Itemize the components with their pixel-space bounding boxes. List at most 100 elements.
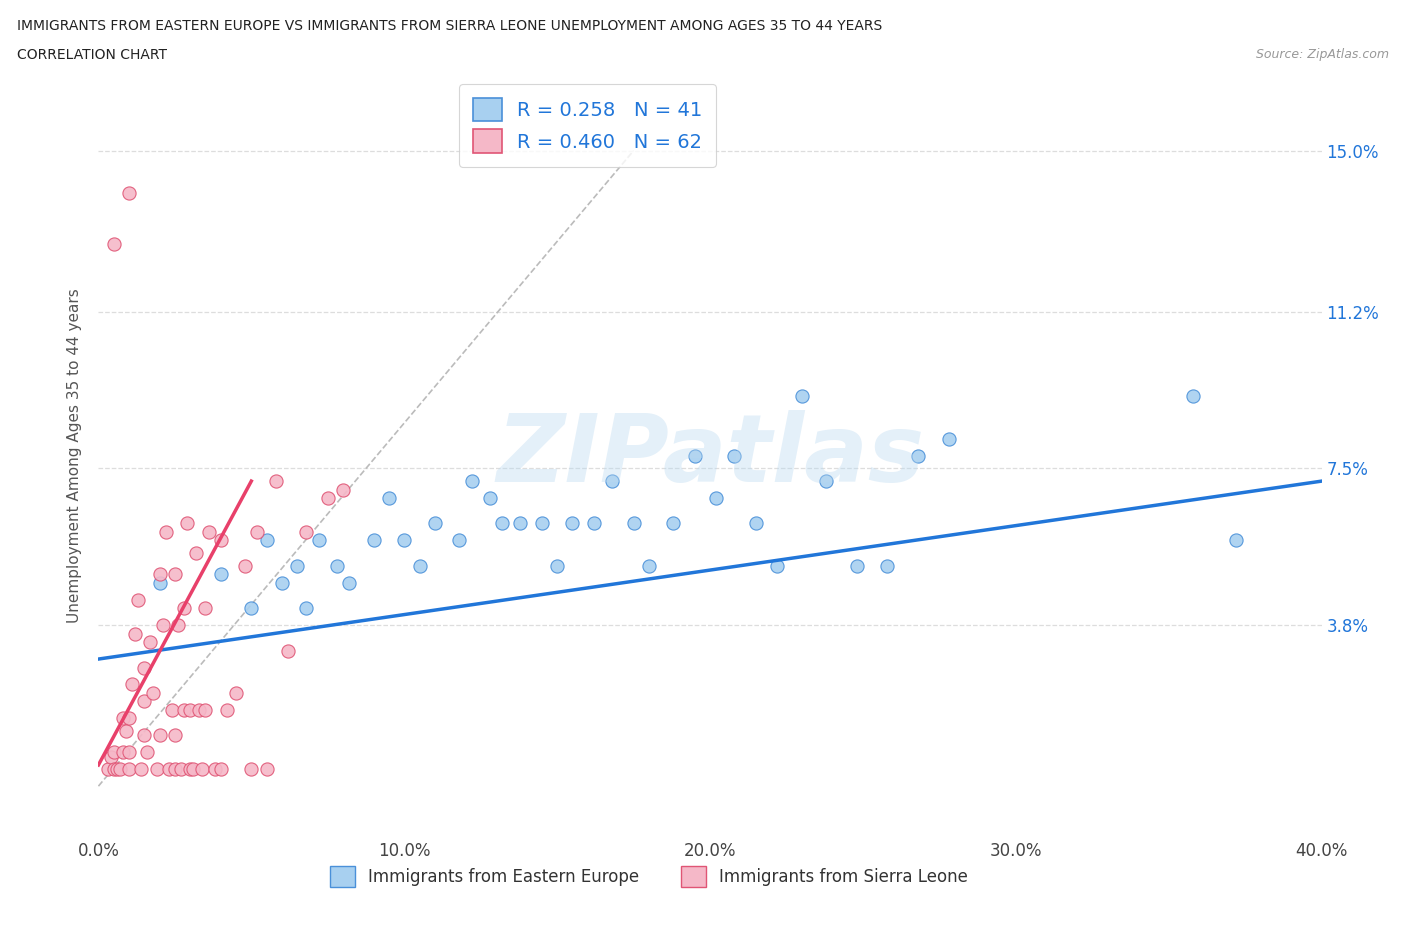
- Point: [209, 762, 232, 777]
- Point: [209, 533, 232, 548]
- Point: [136, 745, 159, 760]
- Point: [233, 558, 256, 573]
- Point: [149, 567, 172, 582]
- Point: [139, 634, 162, 649]
- Point: [600, 473, 623, 488]
- Point: [478, 491, 501, 506]
- Point: [179, 762, 201, 777]
- Point: [582, 516, 605, 531]
- Y-axis label: Unemployment Among Ages 35 to 44 years: Unemployment Among Ages 35 to 44 years: [66, 288, 82, 623]
- Point: [160, 702, 183, 717]
- Point: [155, 525, 177, 539]
- Point: [149, 728, 172, 743]
- Point: [270, 576, 292, 591]
- Point: [194, 702, 217, 717]
- Point: [204, 762, 226, 777]
- Point: [256, 533, 278, 548]
- Point: [118, 711, 141, 725]
- Legend: Immigrants from Eastern Europe, Immigrants from Sierra Leone: Immigrants from Eastern Europe, Immigran…: [323, 860, 974, 894]
- Point: [118, 762, 141, 777]
- Point: [181, 762, 204, 777]
- Point: [745, 516, 768, 531]
- Point: [115, 724, 138, 738]
- Point: [378, 491, 401, 506]
- Point: [215, 702, 238, 717]
- Point: [225, 685, 247, 700]
- Point: [176, 516, 198, 531]
- Point: [121, 677, 143, 692]
- Point: [845, 558, 868, 573]
- Point: [408, 558, 430, 573]
- Point: [509, 516, 531, 531]
- Point: [491, 516, 513, 531]
- Point: [163, 728, 186, 743]
- Point: [167, 618, 190, 632]
- Point: [449, 533, 471, 548]
- Point: [194, 601, 217, 616]
- Point: [163, 762, 186, 777]
- Text: Source: ZipAtlas.com: Source: ZipAtlas.com: [1256, 48, 1389, 61]
- Point: [103, 762, 125, 777]
- Point: [790, 389, 813, 404]
- Point: [683, 448, 706, 463]
- Point: [188, 702, 211, 717]
- Point: [546, 558, 568, 573]
- Point: [723, 448, 745, 463]
- Point: [316, 491, 339, 506]
- Point: [105, 762, 128, 777]
- Point: [111, 745, 134, 760]
- Point: [337, 576, 360, 591]
- Point: [197, 525, 219, 539]
- Point: [423, 516, 446, 531]
- Point: [103, 745, 125, 760]
- Point: [108, 762, 131, 777]
- Point: [170, 762, 193, 777]
- Point: [561, 516, 583, 531]
- Point: [876, 558, 898, 573]
- Point: [118, 186, 141, 201]
- Point: [704, 491, 727, 506]
- Point: [127, 592, 149, 607]
- Point: [1225, 533, 1247, 548]
- Point: [149, 576, 172, 591]
- Point: [134, 660, 156, 675]
- Point: [256, 762, 278, 777]
- Point: [97, 762, 120, 777]
- Point: [907, 448, 929, 463]
- Point: [240, 762, 263, 777]
- Point: [530, 516, 553, 531]
- Point: [173, 702, 195, 717]
- Point: [142, 685, 165, 700]
- Point: [264, 473, 287, 488]
- Point: [938, 432, 960, 446]
- Point: [186, 546, 208, 561]
- Point: [209, 567, 232, 582]
- Point: [326, 558, 349, 573]
- Point: [295, 601, 318, 616]
- Point: [240, 601, 263, 616]
- Point: [460, 473, 482, 488]
- Point: [191, 762, 214, 777]
- Point: [124, 626, 146, 641]
- Text: ZIPatlas: ZIPatlas: [496, 410, 924, 501]
- Point: [662, 516, 685, 531]
- Point: [1182, 389, 1205, 404]
- Text: IMMIGRANTS FROM EASTERN EUROPE VS IMMIGRANTS FROM SIERRA LEONE UNEMPLOYMENT AMON: IMMIGRANTS FROM EASTERN EUROPE VS IMMIGR…: [17, 19, 882, 33]
- Point: [179, 702, 201, 717]
- Point: [815, 473, 838, 488]
- Point: [103, 236, 125, 251]
- Point: [623, 516, 645, 531]
- Point: [295, 525, 318, 539]
- Text: CORRELATION CHART: CORRELATION CHART: [17, 48, 167, 62]
- Point: [111, 711, 134, 725]
- Point: [163, 567, 186, 582]
- Point: [637, 558, 661, 573]
- Point: [134, 728, 156, 743]
- Point: [363, 533, 385, 548]
- Point: [766, 558, 789, 573]
- Point: [308, 533, 330, 548]
- Point: [157, 762, 180, 777]
- Point: [100, 749, 122, 764]
- Point: [134, 694, 156, 709]
- Point: [392, 533, 416, 548]
